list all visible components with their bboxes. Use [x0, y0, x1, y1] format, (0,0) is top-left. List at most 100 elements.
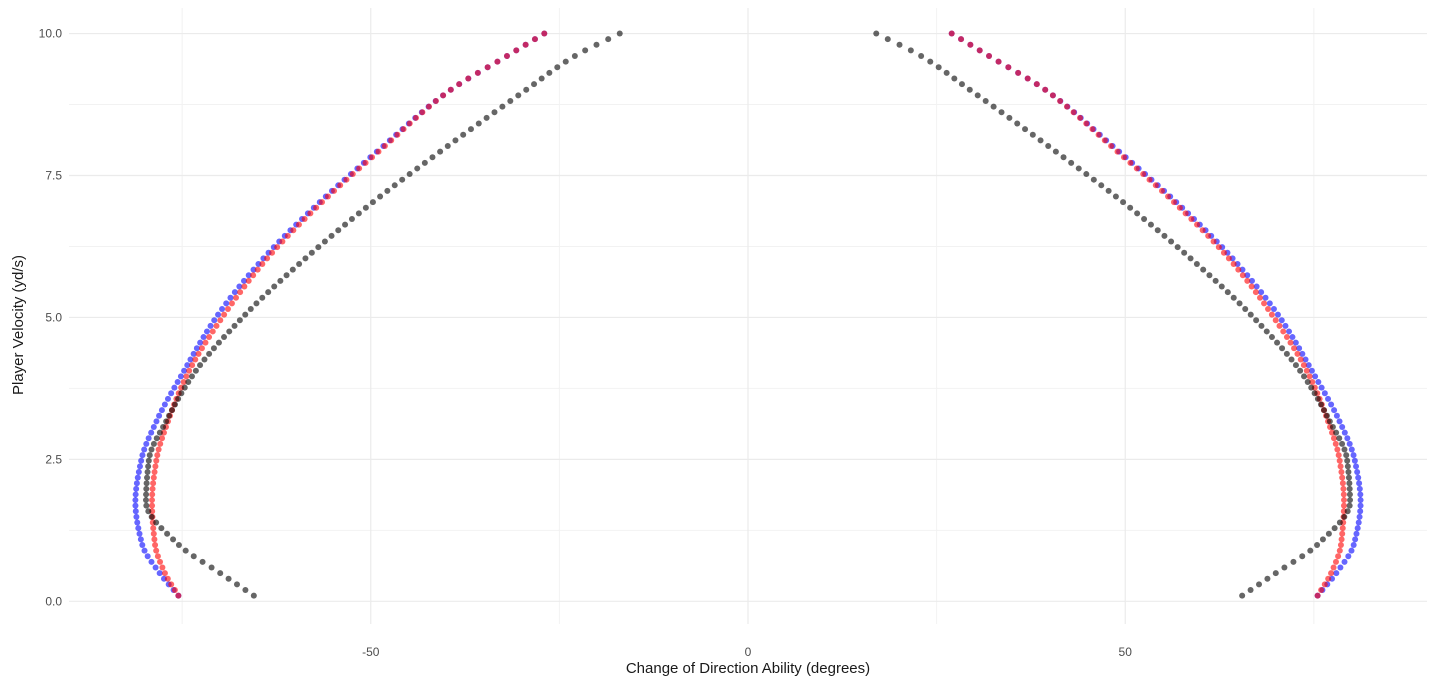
- series-2-point: [161, 570, 168, 577]
- series-2-point: [1171, 199, 1177, 206]
- series-1-point: [1353, 463, 1360, 470]
- series-2-point: [1340, 485, 1347, 492]
- series-1-point: [1331, 407, 1338, 414]
- series-3-point: [348, 216, 355, 223]
- series-3-point: [190, 553, 197, 560]
- series-1-point: [1289, 334, 1296, 341]
- series-3-point: [158, 525, 165, 532]
- series-2-point: [154, 553, 161, 560]
- series-3-point: [1174, 244, 1181, 251]
- series-2-point: [1280, 328, 1287, 335]
- series-1-point: [1351, 457, 1358, 464]
- series-1-point: [132, 491, 139, 498]
- series-1-point: [227, 294, 234, 301]
- series-2-point: [279, 238, 286, 245]
- series-1-point: [1355, 474, 1362, 481]
- series-3-point: [185, 379, 192, 386]
- series-1-point: [1308, 367, 1315, 374]
- series-3-point: [990, 103, 997, 110]
- series-3-point: [188, 373, 195, 380]
- series-2-point: [180, 379, 187, 386]
- series-1-point: [1356, 485, 1363, 492]
- series-2-point: [155, 446, 162, 453]
- series-3-point: [531, 81, 538, 88]
- series-1-point: [1315, 379, 1322, 386]
- series-3-point: [1242, 305, 1249, 312]
- series-2-point: [209, 328, 216, 335]
- series-1-point: [250, 266, 257, 273]
- series-2-point: [474, 69, 481, 76]
- series-2-point: [494, 58, 501, 65]
- series-3-point: [170, 536, 177, 543]
- series-3-point: [1239, 592, 1246, 599]
- series-2-point: [1158, 187, 1165, 194]
- series-1-point: [1354, 525, 1361, 532]
- series-2-point: [1294, 350, 1301, 357]
- series-3-point: [391, 182, 398, 189]
- series-2-point: [1287, 339, 1294, 346]
- series-2-point: [254, 266, 261, 273]
- series-2-point: [1321, 581, 1328, 588]
- series-2-point: [1325, 575, 1332, 582]
- series-1-point: [174, 379, 181, 386]
- series-3-point: [399, 176, 406, 183]
- series-3-point: [1308, 384, 1315, 391]
- series-1-point: [133, 480, 140, 487]
- series-1-point: [144, 553, 151, 560]
- series-2-point: [513, 47, 520, 54]
- series-2-point: [1337, 542, 1344, 549]
- series-2-point: [157, 558, 164, 565]
- series-1-point: [1239, 266, 1246, 273]
- series-2-point: [1146, 176, 1153, 183]
- series-3-point: [958, 81, 965, 88]
- series-3-point: [507, 98, 514, 104]
- series-3-point: [1022, 126, 1029, 133]
- series-1-point: [215, 311, 222, 318]
- series-1-point: [1355, 519, 1362, 526]
- series-3-point: [150, 440, 157, 447]
- series-3-point: [271, 283, 278, 290]
- series-2-point: [149, 502, 156, 509]
- series-3-point: [1068, 159, 1075, 166]
- series-1-point: [1341, 429, 1348, 436]
- series-2-point: [228, 300, 235, 307]
- series-2-point: [1336, 457, 1343, 464]
- series-2-point: [224, 305, 231, 312]
- series-2-point: [1188, 216, 1195, 223]
- series-1-point: [219, 305, 226, 312]
- series-3-point: [998, 109, 1005, 116]
- series-3-point: [1336, 435, 1343, 442]
- y-tick-label: 10.0: [39, 27, 63, 41]
- series-1-point: [1337, 564, 1344, 571]
- series-1-point: [161, 401, 168, 408]
- series-2-point: [1140, 171, 1147, 178]
- series-3-point: [1052, 148, 1059, 155]
- series-3-point: [144, 474, 151, 481]
- series-2-point: [153, 547, 160, 554]
- series-3-point: [215, 339, 222, 346]
- series-2-point: [1340, 491, 1347, 498]
- series-2-point: [1199, 227, 1206, 234]
- series-3-point: [181, 384, 188, 391]
- series-3-point: [172, 401, 179, 408]
- series-2-point: [1133, 165, 1140, 172]
- series-1-point: [1357, 491, 1364, 498]
- series-3-point: [208, 564, 215, 571]
- series-3-point: [429, 154, 436, 161]
- series-1-point: [1292, 339, 1299, 346]
- series-3-point: [250, 592, 257, 599]
- series-1-point: [1258, 289, 1265, 296]
- series-3-point: [221, 334, 228, 341]
- series-2-point: [290, 227, 297, 234]
- series-2-point: [356, 165, 363, 172]
- series-1-point: [136, 463, 143, 470]
- series-3-point: [1331, 525, 1338, 532]
- series-1-point: [152, 564, 159, 571]
- series-3-point: [289, 266, 296, 273]
- series-3-point: [1090, 176, 1097, 183]
- series-2-point: [484, 64, 491, 71]
- series-2-point: [259, 260, 266, 267]
- series-3-point: [1120, 199, 1127, 206]
- series-3-point: [377, 193, 384, 200]
- series-3-point: [160, 423, 167, 430]
